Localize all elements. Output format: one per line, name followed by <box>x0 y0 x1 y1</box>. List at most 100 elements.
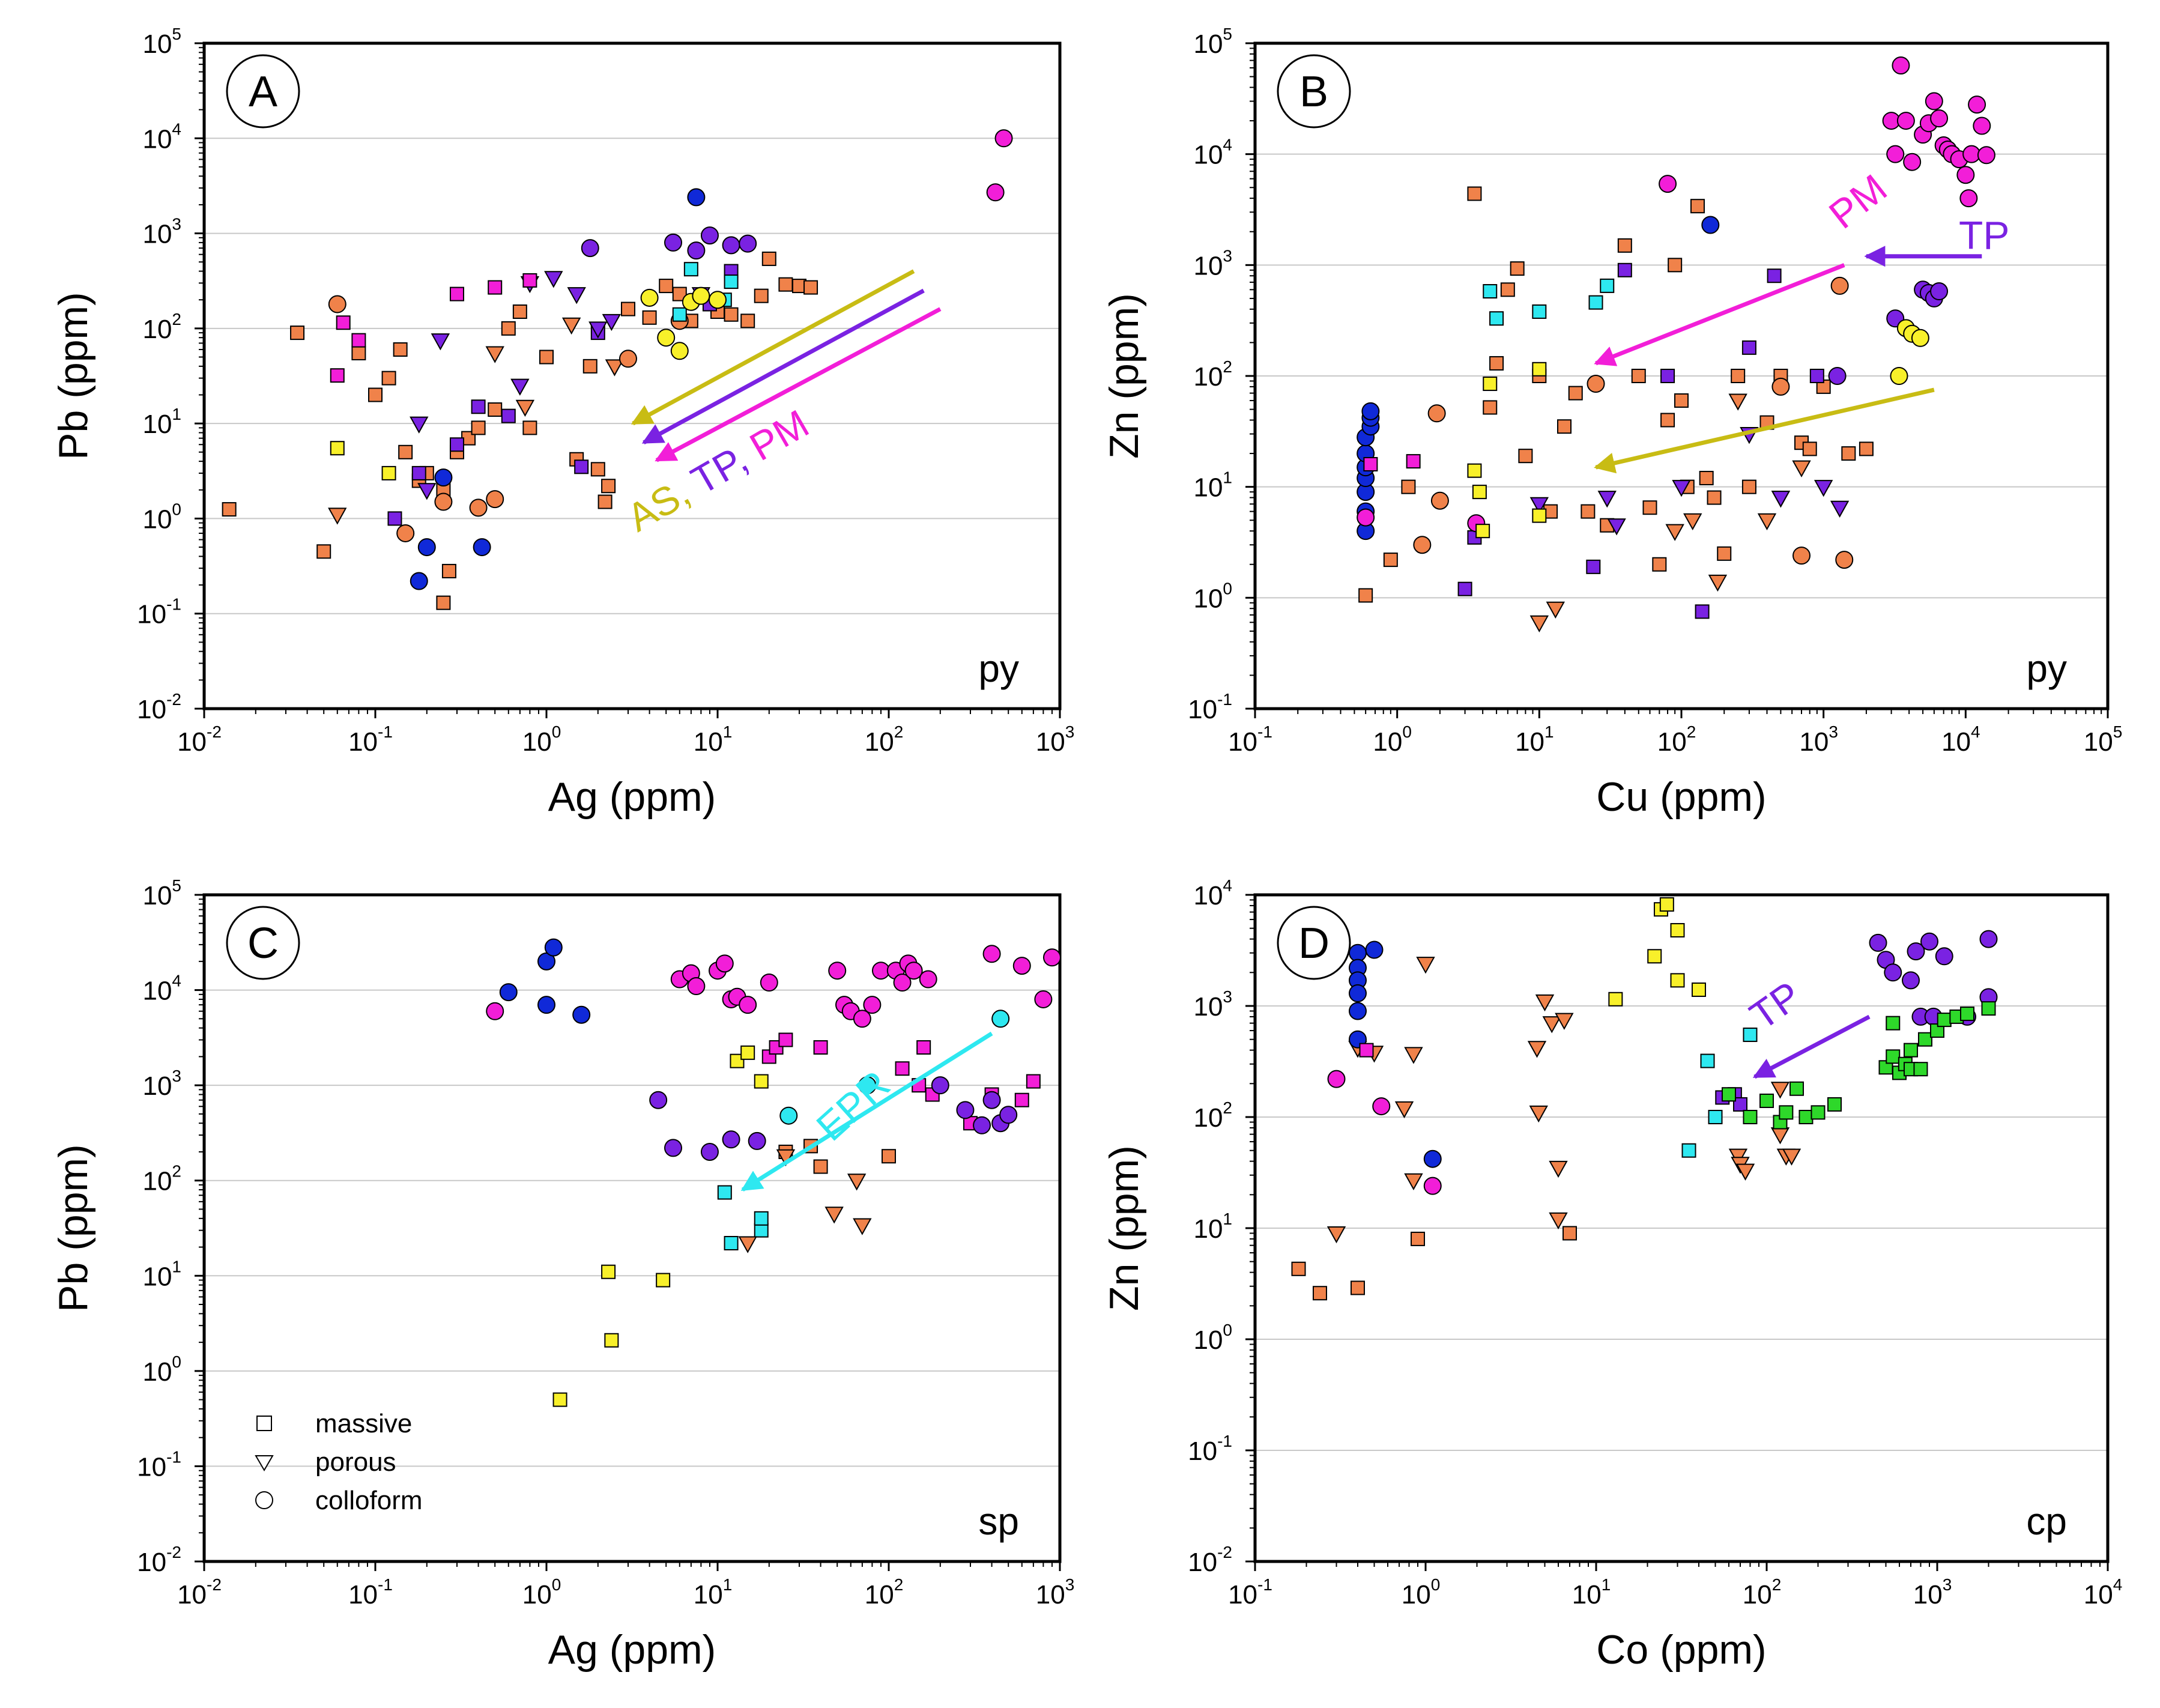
data-point <box>1683 513 1702 531</box>
x-tick-label: 102 <box>1743 1575 1782 1610</box>
data-point <box>396 524 415 542</box>
data-point <box>664 1139 683 1157</box>
data-point <box>994 129 1013 148</box>
arrow-label: TP <box>1959 213 2009 257</box>
x-tick-label: 101 <box>1515 722 1554 757</box>
data-point <box>982 1091 1001 1109</box>
data-point <box>904 962 923 980</box>
x-tick-exponent: 1 <box>1602 1575 1611 1594</box>
data-point <box>672 286 687 301</box>
data-point <box>1549 1212 1568 1230</box>
panel-b: 10-1 100 101 102 103 104 10510-110010110210310… <box>1101 25 2122 820</box>
series-orange-massive <box>1291 1226 1578 1301</box>
y-tick-exponent: 5 <box>172 25 181 43</box>
data-point <box>552 1392 567 1407</box>
data-point <box>1597 491 1617 508</box>
series-magenta-massive <box>330 273 537 383</box>
data-point <box>1741 479 1756 494</box>
data-point <box>683 262 698 277</box>
data-point <box>1907 942 1925 961</box>
data-point <box>1902 971 1920 990</box>
x-tick-exponent: 0 <box>552 1575 561 1594</box>
x-tick-exponent: 2 <box>894 1575 904 1594</box>
data-point <box>1034 990 1053 1008</box>
y-tick-exponent: 5 <box>172 876 181 895</box>
data-point <box>1608 992 1623 1007</box>
data-point <box>722 1130 740 1149</box>
data-point <box>381 371 396 386</box>
data-point <box>441 563 456 578</box>
data-point <box>582 359 597 374</box>
data-point <box>656 1273 671 1288</box>
y-tick-label: 10-2 <box>1188 1543 1232 1577</box>
data-point <box>754 288 769 303</box>
data-point <box>740 313 755 329</box>
data-point <box>1903 153 1922 171</box>
data-point <box>581 239 599 258</box>
data-point <box>1529 497 1549 515</box>
data-point <box>893 974 912 992</box>
data-point <box>567 287 586 304</box>
y-tick-label: 105 <box>142 25 181 59</box>
data-point <box>1416 957 1435 974</box>
data-point <box>590 462 605 477</box>
data-point <box>1665 524 1684 541</box>
x-tick-label: 101 <box>1572 1575 1611 1610</box>
data-point <box>853 1218 872 1235</box>
y-tick-label: 104 <box>1193 136 1232 170</box>
data-point <box>1404 1047 1423 1064</box>
data-point <box>1532 362 1547 377</box>
panel-letter: B <box>1299 68 1328 116</box>
arrow-label-part: TP <box>1959 213 2009 257</box>
data-point <box>574 459 589 474</box>
y-axis-title: Pb (ppm) <box>50 292 96 460</box>
data-point <box>748 1131 766 1150</box>
data-point <box>882 1149 896 1164</box>
data-point <box>1557 419 1572 434</box>
data-point <box>1581 504 1596 519</box>
data-point <box>717 1185 732 1200</box>
data-point <box>561 317 581 335</box>
series-blue <box>1348 940 1442 1168</box>
data-point <box>1568 386 1583 401</box>
data-point <box>828 962 847 980</box>
series-yellow-massive <box>330 441 396 480</box>
data-point <box>597 494 613 509</box>
series-yellow-massive <box>1467 362 1547 539</box>
data-point <box>290 326 305 341</box>
data-point <box>1359 1043 1374 1058</box>
data-point <box>1617 262 1632 277</box>
x-tick-exponent: 2 <box>1772 1575 1782 1594</box>
y-tick-exponent: 2 <box>1223 1098 1232 1117</box>
data-point <box>1743 1110 1758 1124</box>
data-point <box>858 1076 877 1095</box>
data-point <box>1348 984 1367 1002</box>
y-tick-exponent: -1 <box>1217 690 1232 709</box>
data-point <box>916 1040 931 1055</box>
data-point <box>393 342 408 357</box>
data-point <box>601 479 616 494</box>
x-axis-title: Co (ppm) <box>1596 1627 1766 1673</box>
data-point <box>986 183 1005 202</box>
data-point <box>1555 1013 1574 1030</box>
y-tick-exponent: 3 <box>172 1067 181 1085</box>
x-tick-label: 102 <box>865 1575 904 1610</box>
data-point <box>387 511 402 526</box>
data-point <box>776 1149 796 1166</box>
x-tick-exponent: -1 <box>378 1575 393 1594</box>
data-point <box>488 280 503 295</box>
data-point <box>417 483 437 500</box>
data-point <box>847 1173 867 1191</box>
data-point <box>1701 216 1720 234</box>
trend-arrow <box>1594 387 1935 474</box>
data-point <box>991 1010 1010 1028</box>
data-point <box>724 274 739 289</box>
data-point <box>1510 261 1525 276</box>
data-point <box>436 595 451 610</box>
data-point <box>1348 943 1367 962</box>
data-point <box>499 983 518 1002</box>
data-point <box>501 408 516 423</box>
data-point <box>1830 276 1849 295</box>
x-tick-exponent: 1 <box>723 1575 733 1594</box>
series-orange-porous <box>1327 957 1802 1244</box>
